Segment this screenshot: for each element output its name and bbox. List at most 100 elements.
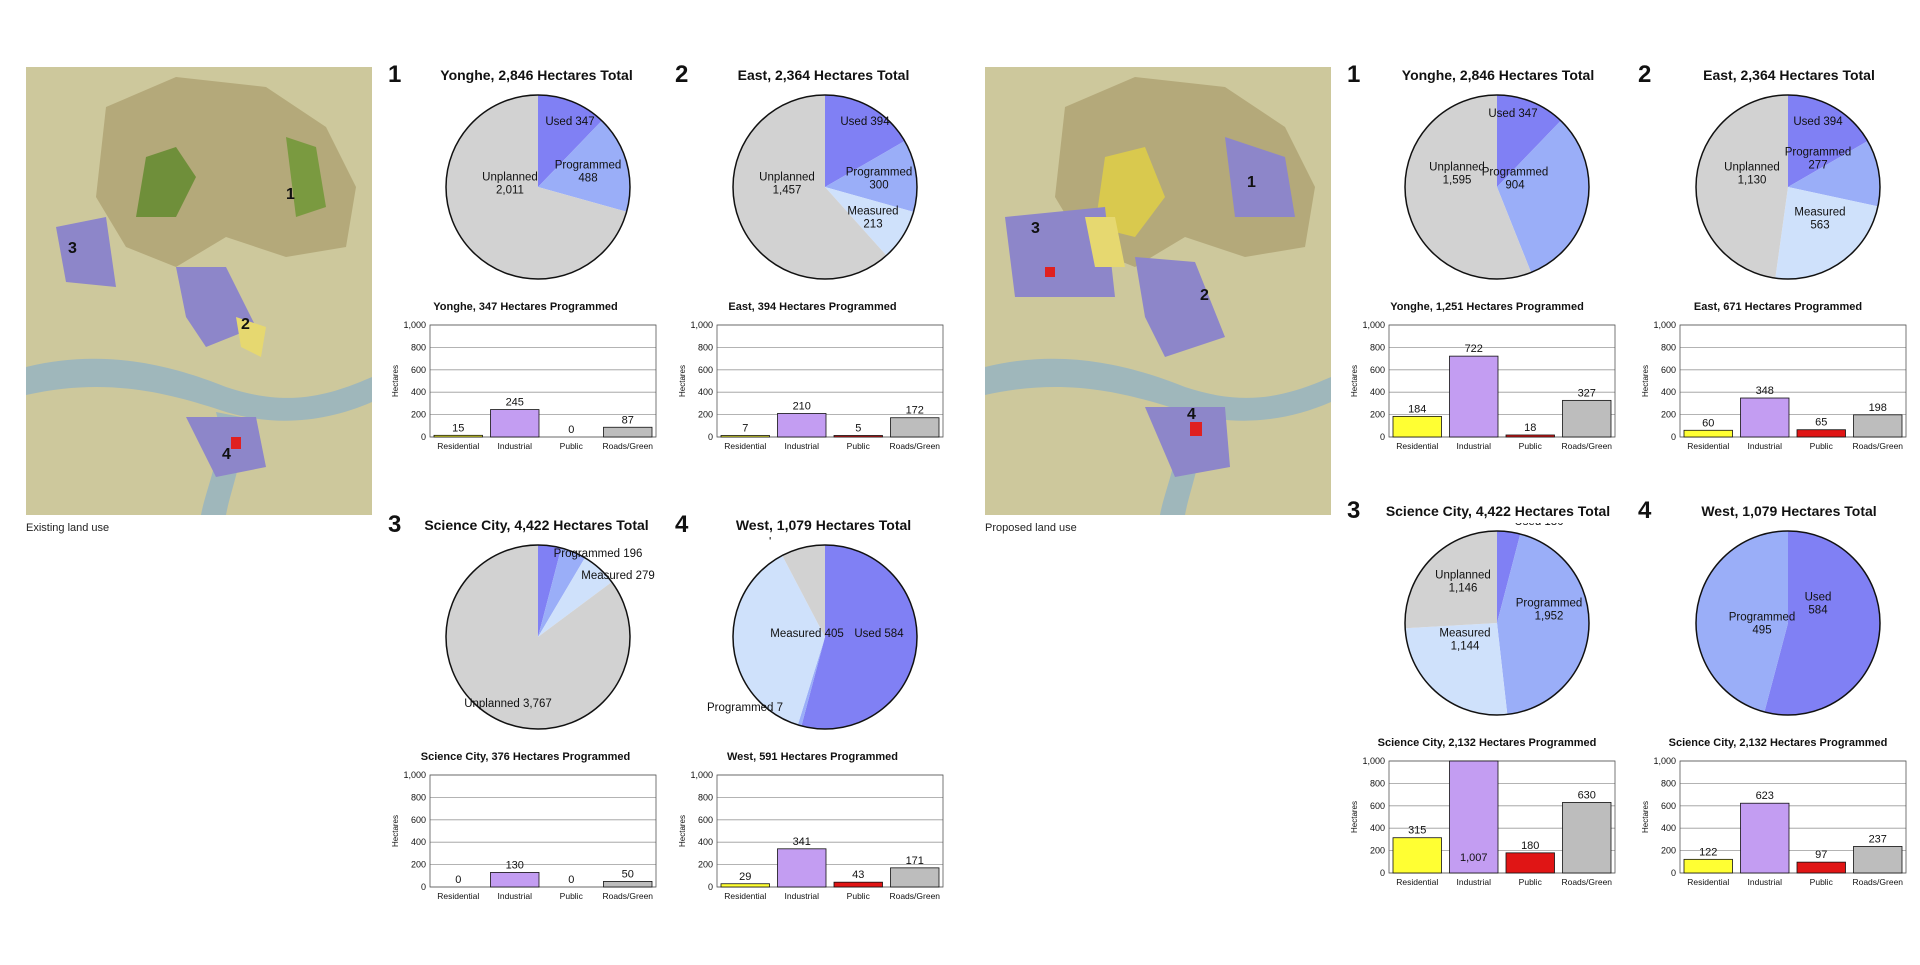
pie-outline [445,94,631,280]
bar-industrial [1449,760,1499,874]
pie-chart: Used 584 Programmed 495 [1695,530,1881,716]
x-tick-label: Roads/Green [1852,877,1903,887]
y-tick-label: 400 [1661,823,1676,833]
plot-frame [1679,324,1907,438]
bar-value-label: 237 [1869,833,1887,845]
x-tick-label: Industrial [498,891,533,901]
x-tick-label: Roads/Green [1561,441,1612,451]
chart-panel: 4 West, 1,079 Hectares Total Used 584 Progra… [1638,497,1918,923]
y-tick-label: 800 [1370,342,1385,352]
x-tick-label: Public [847,441,871,451]
pie-slice-label: Measured 279 [581,570,655,582]
bar-title: Yonghe, 347 Hectares Programmed [433,301,618,313]
x-tick-label: Industrial [1457,441,1492,451]
pie-slice-used [1497,95,1561,187]
map-caption: Existing land use [26,522,110,534]
bar-value-label: 87 [622,414,634,426]
y-tick-label: 800 [411,342,426,352]
pie-slice-label: Used 180 [1514,523,1563,528]
x-tick-label: Residential [437,441,479,451]
y-tick-label: 1,000 [1653,756,1676,766]
x-tick-label: Residential [1687,441,1729,451]
pie-slice-programmed [1696,531,1788,712]
bar-public [1796,429,1846,438]
panel-number: 1 [388,61,402,88]
pie-slice-unplanned [1695,95,1788,279]
bar-chart: 0 200 400 600 800 1,000 Hectares 122 Residential… [1641,756,1907,887]
pie-slice-label: Unplanned 1,146 [1435,570,1491,595]
bar-residential [1683,429,1733,438]
y-tick-label: 600 [411,365,426,375]
pie-outline [445,544,631,730]
pie-title: Science City, 4,422 Hectares Total [1385,503,1611,519]
pie-slice-label: Programmed 904 [1482,167,1548,192]
pie-slice-label: Unplanned 83 [754,537,826,540]
y-tick-label: 200 [698,410,713,420]
bar-industrial [490,409,540,438]
bar-chart: 0 200 400 600 800 1,000 Hectares 315 Residential… [1350,756,1616,887]
bar-public [1505,852,1555,874]
bar-industrial [490,872,540,888]
x-tick-label: Residential [1396,877,1438,887]
x-tick-label: Residential [437,891,479,901]
pie-slice-label: Unplanned 2,011 [482,172,538,197]
plot-frame [429,324,657,438]
bar-value-label: 210 [793,400,811,412]
pie-title: Science City, 4,422 Hectares Total [424,517,649,533]
existing-land-use-map: 1 2 3 4 [26,67,372,515]
pie-slice-label: Unplanned 1,130 [1724,162,1780,187]
bar-value-label: 43 [852,869,864,881]
bar-roads-green [603,426,653,438]
bar-chart: 0 200 400 600 800 1,000 Hectares 7 Residential 21… [678,320,944,451]
pie-slice-measured [825,187,914,256]
bar-roads-green [603,881,653,888]
y-tick-label: 200 [1370,410,1385,420]
bar-industrial [777,413,827,438]
chart-panel: 3 Science City, 4,422 Hectares Total Used … [1347,497,1627,923]
map-label: 2 [241,316,250,333]
y-axis-label: Hectares [678,365,687,397]
y-tick-label: 400 [411,387,426,397]
pie-outline [1404,530,1590,716]
bar-value-label: 198 [1869,402,1887,414]
pie-chart: Used 347 Programmed 488 Unplanned 2,011 [445,94,631,280]
bar-value-label: 341 [793,836,811,848]
pie-slice-unplanned [446,545,630,729]
pie-outline [1404,94,1590,280]
pie-slice-label: Used 584 [1805,592,1832,617]
pie-slice-unplanned [1405,95,1532,279]
y-axis-label: Hectares [1641,365,1650,397]
y-tick-label: 1,000 [403,320,426,330]
pie-title: Yonghe, 2,846 Hectares Total [1401,67,1595,83]
pie-title: West, 1,079 Hectares Total [1701,503,1877,519]
bar-roads-green [1562,802,1612,874]
y-tick-label: 400 [1661,387,1676,397]
bar-residential [433,434,483,438]
pie-title: East, 2,364 Hectares Total [737,67,910,83]
y-tick-label: 1,000 [1362,320,1385,330]
chart-panel: 2 East, 2,364 Hectares Total Used 394 Progr… [675,61,950,507]
bar-public [833,881,883,888]
bar-value-label: 7 [742,423,748,435]
chart-panel: 3 Science City, 4,422 Hectares Total Used … [388,511,663,957]
y-tick-label: 600 [1370,801,1385,811]
chart-panel: 4 West, 1,079 Hectares Total Used 584 Progr… [675,511,950,957]
bar-value-label: 0 [455,874,461,886]
y-tick-label: 600 [1661,801,1676,811]
map-label: 4 [1187,406,1196,423]
y-tick-label: 400 [411,837,426,847]
bar-value-label: 0 [568,874,574,886]
pie-slice-label: Programmed 196 [554,548,643,560]
pie-slice-label: Used 347 [545,116,594,128]
x-tick-label: Industrial [785,441,820,451]
pie-slice-label: Measured 213 [847,206,898,231]
pie-slice-label: Unplanned 3,767 [464,698,552,710]
panel-number: 2 [1638,61,1652,88]
bar-chart: 0 200 400 600 800 1,000 Hectares 0 Residential 13… [391,770,657,901]
y-tick-label: 800 [698,792,713,802]
x-tick-label: Industrial [1457,877,1492,887]
pie-slice-measured [1405,623,1508,715]
panel-number: 1 [1347,61,1361,88]
bar-roads-green [890,417,940,438]
map-label: 2 [1200,287,1209,304]
